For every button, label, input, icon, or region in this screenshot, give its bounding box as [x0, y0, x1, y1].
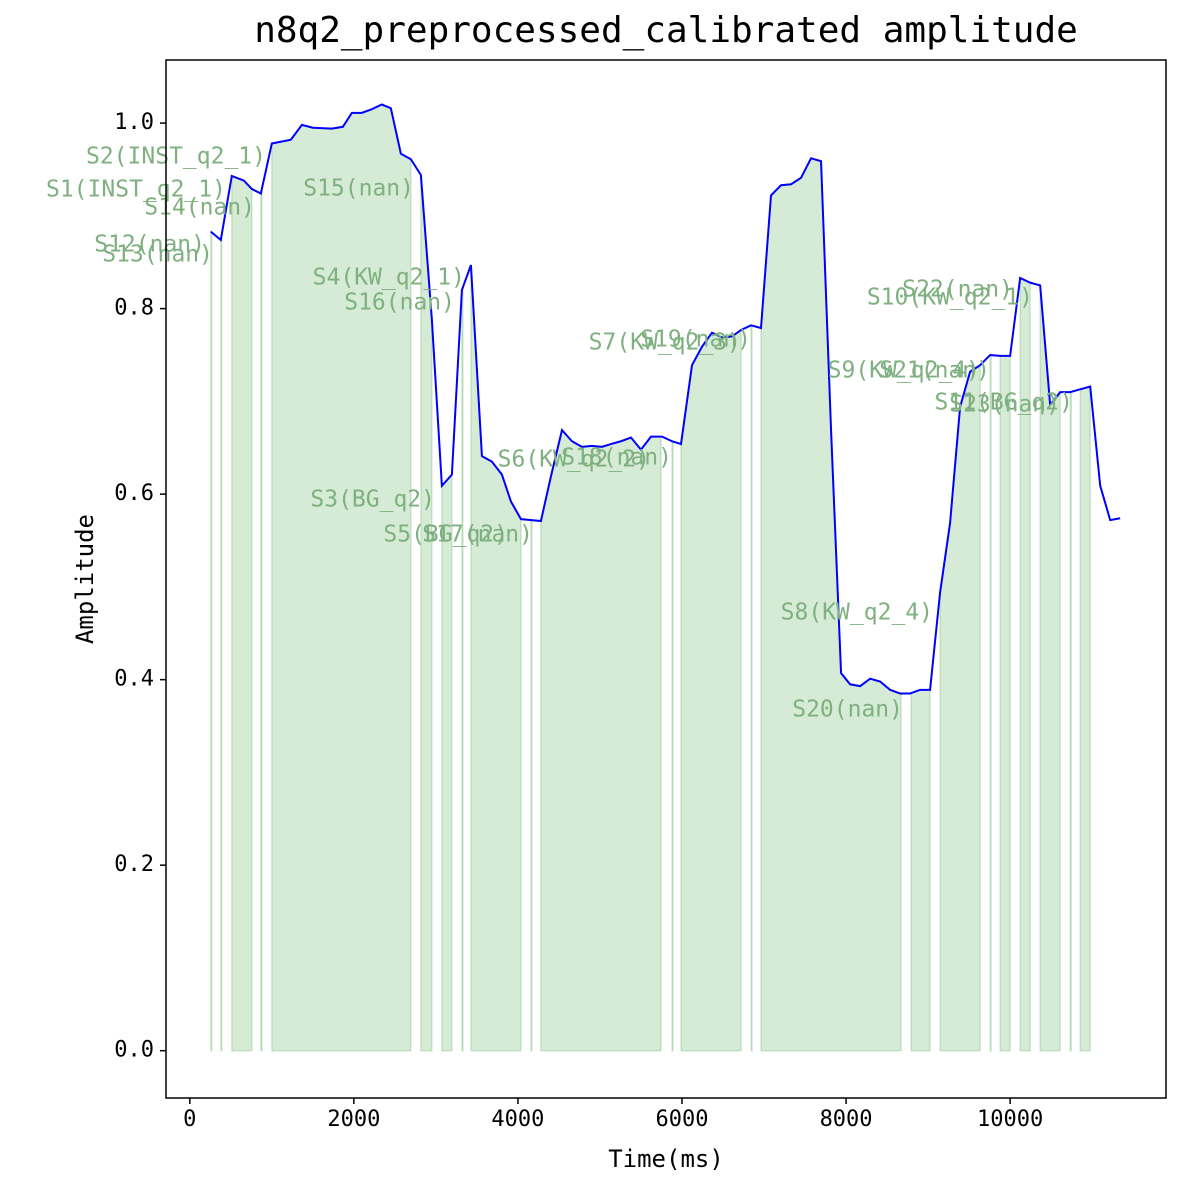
segment-area: [680, 328, 742, 1052]
y-tick-label: 1.0: [114, 110, 154, 135]
segment-area: [1069, 390, 1073, 1052]
segment-area: [271, 103, 412, 1052]
y-axis-label: Amplitude: [71, 514, 99, 644]
segment-label: S11(BG_q2): [935, 390, 1073, 416]
segment-area: [220, 234, 223, 1052]
segment-area: [260, 188, 263, 1052]
x-tick-label: 10000: [977, 1107, 1043, 1132]
segment-label: S4(KW_q2_1): [313, 265, 465, 291]
segment-label: S16(nan): [344, 290, 455, 316]
segment-area: [231, 174, 253, 1052]
segment-label: S13(nan): [102, 242, 213, 268]
segment-label: S17(nan): [422, 522, 533, 548]
plot-frame: [165, 59, 1167, 1099]
segment-label: S23(nan): [949, 392, 1060, 418]
segment-area: [441, 472, 453, 1052]
segment-label: S21(nan): [879, 358, 990, 384]
x-tick-label: 0: [183, 1107, 196, 1132]
segment-area: [461, 286, 464, 1052]
segment-area: [989, 354, 992, 1052]
chart-title: n8q2_preprocessed_calibrated amplitude: [254, 10, 1078, 51]
segment-area: [671, 440, 674, 1052]
x-tick-label: 6000: [656, 1107, 709, 1132]
segment-area: [910, 689, 931, 1052]
y-tick-label: 0.0: [114, 1038, 154, 1063]
segment-label: S7(KW_q2_3): [589, 330, 741, 356]
segment-label: S18(nan): [561, 445, 672, 471]
y-tick-label: 0.6: [114, 481, 154, 506]
segment-area: [750, 324, 753, 1052]
segment-area: [999, 355, 1011, 1052]
segment-label: S1(INST_q2_1): [46, 177, 226, 203]
segment-label: S5(BG_q2): [383, 522, 508, 548]
segment-area: [210, 230, 213, 1052]
segment-label: S6(KW_q2_2): [498, 447, 650, 473]
x-axis-label: Time(ms): [608, 1145, 724, 1173]
amplitude-line: [210, 103, 1121, 695]
segment-label: S9(KW_q2_4): [828, 358, 980, 384]
segment-label: S14(nan): [144, 195, 255, 221]
segment-area: [540, 428, 662, 1052]
segment-area: [530, 519, 533, 1052]
x-tick-label: 4000: [491, 1107, 544, 1132]
segment-label: S15(nan): [303, 176, 414, 202]
segment-area: [1079, 385, 1091, 1052]
segment-label: S10(KW_q2_1): [867, 285, 1033, 311]
x-tick-label: 2000: [327, 1107, 380, 1132]
segment-label: S19(nan): [640, 327, 751, 353]
y-tick-label: 0.2: [114, 852, 154, 877]
y-tick-label: 0.4: [114, 667, 154, 692]
segment-label: S8(KW_q2_4): [781, 600, 933, 626]
segment-label: S20(nan): [792, 697, 903, 723]
segment-label: S3(BG_q2): [310, 487, 435, 513]
y-tick-label: 0.8: [114, 296, 154, 321]
segment-label: S12(nan): [94, 232, 205, 258]
segment-label: S2(INST_q2_1): [86, 144, 266, 170]
x-tick-label: 8000: [820, 1107, 873, 1132]
segment-label: S22(nan): [902, 277, 1013, 303]
